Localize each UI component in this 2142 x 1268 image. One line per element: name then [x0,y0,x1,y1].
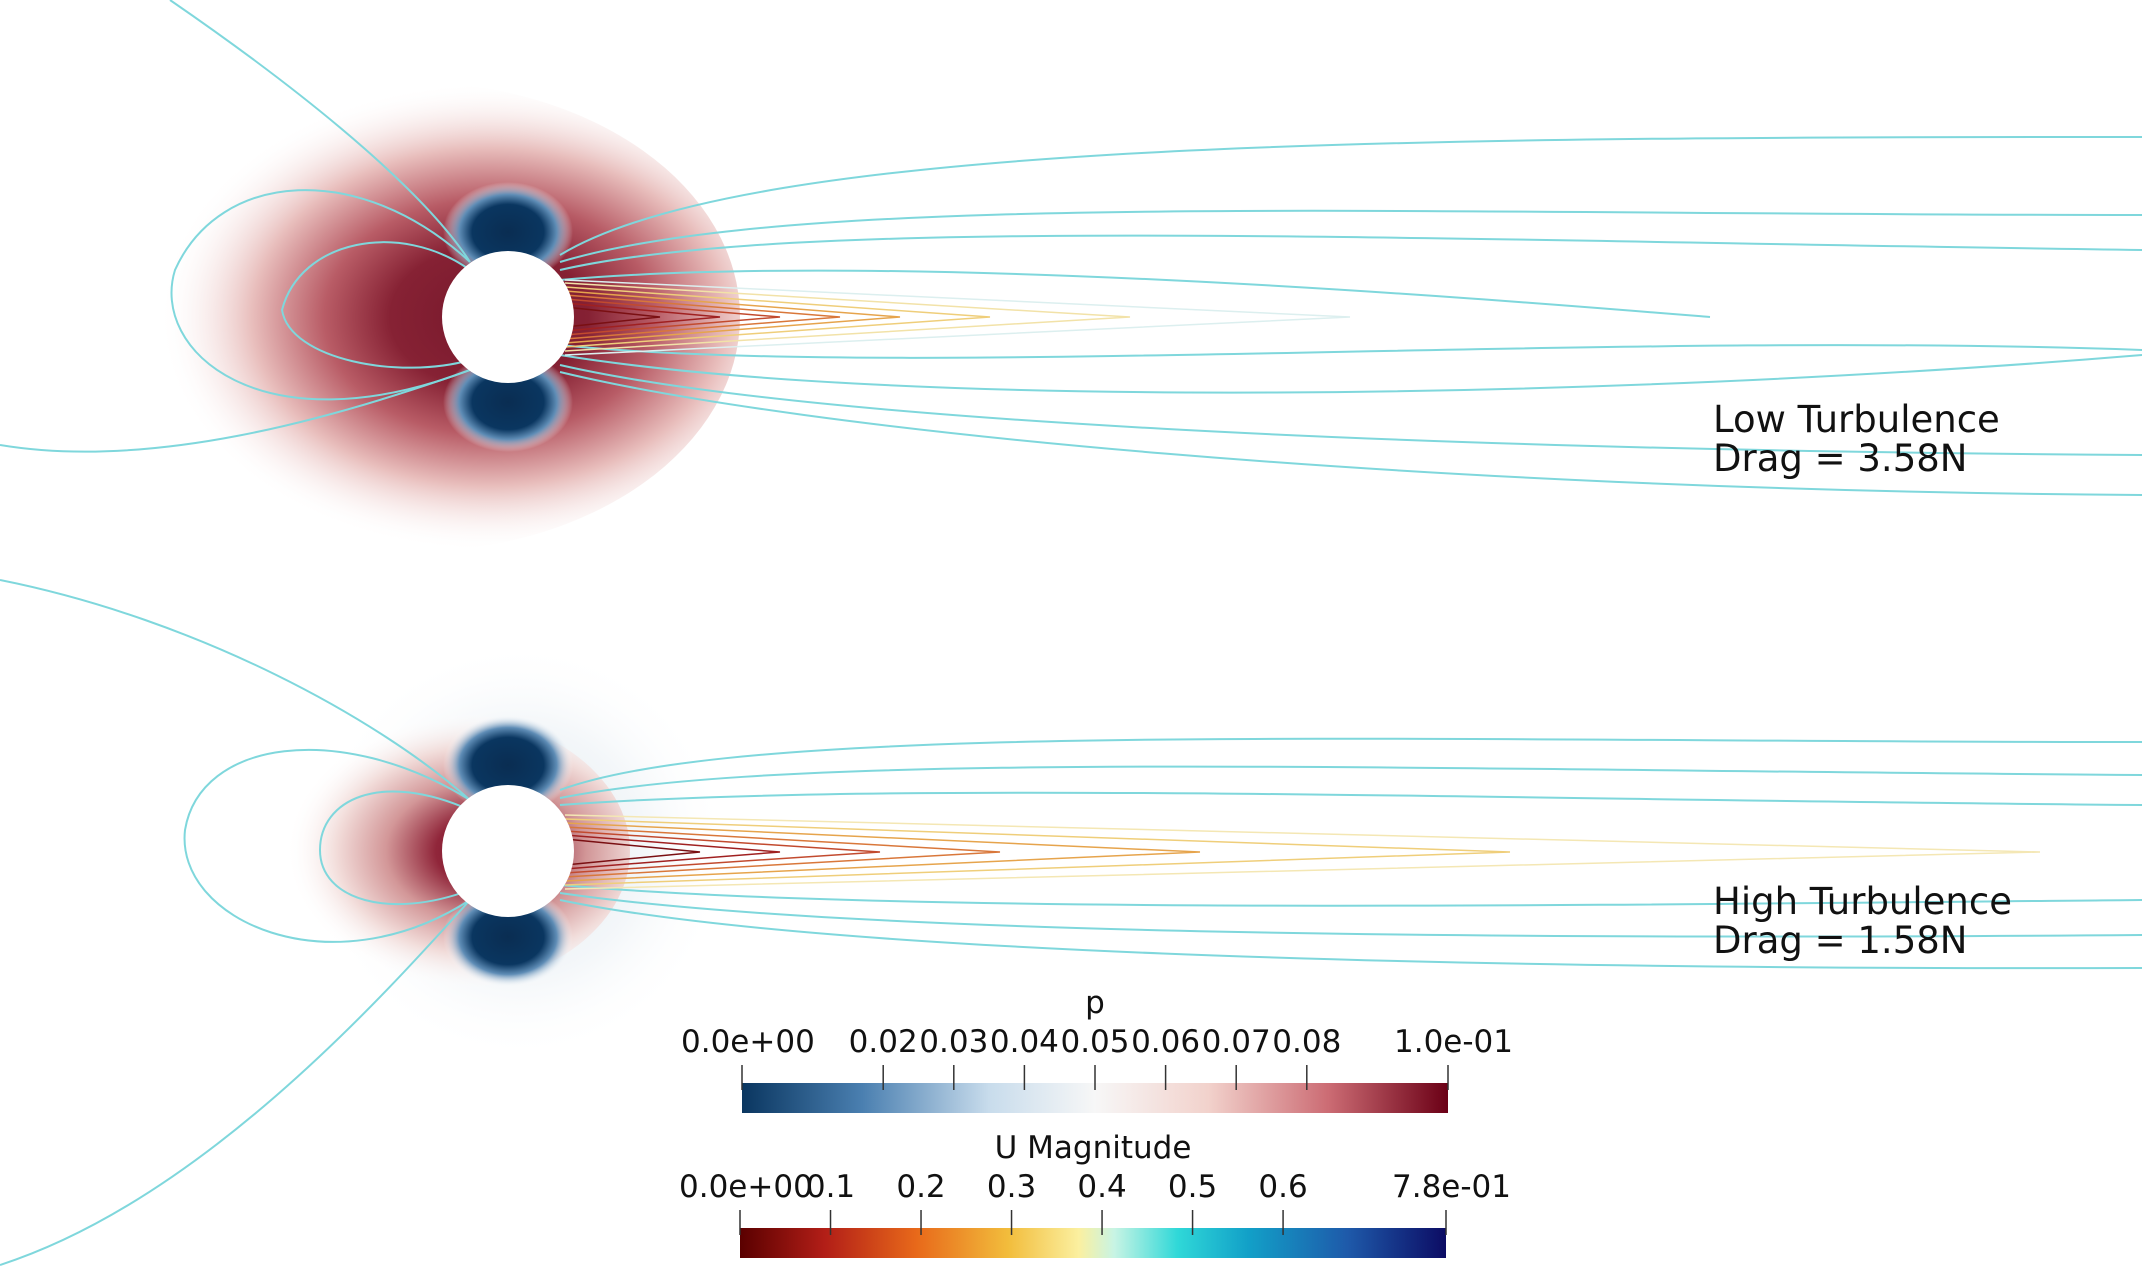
colorbar-u-tick-label: 0.2 [896,1169,946,1205]
colorbar-u-tick-label: 0.4 [1077,1169,1127,1205]
colorbar-u-ticks [739,1210,1447,1235]
cylinder-1 [442,251,574,383]
colorbar-u-min-label: 0.0e+00 [679,1169,813,1205]
drag-value: Drag = 1.58N [1713,919,1968,962]
case-name: High Turbulence [1713,880,2012,923]
colorbar-p-min-label: 0.0e+00 [681,1024,815,1060]
drag-value: Drag = 3.58N [1713,437,1968,480]
case-low-turbulence-field [0,0,2142,552]
colorbar-u-tick-label: 0.5 [1167,1169,1218,1205]
colorbar-u-tick-label: 0.6 [1258,1169,1308,1205]
colorbar-p-tick-label: 0.07 [1201,1024,1271,1060]
cylinder-2 [442,785,574,917]
case-label-low-turbulence: Low Turbulence Drag = 3.58N [1713,400,2000,478]
colorbar-p-max-label: 1.0e-01 [1394,1024,1514,1060]
colorbar-u-tick-label: 0.3 [986,1169,1037,1205]
colorbar-p-ticks [741,1065,1449,1090]
case-label-high-turbulence: High Turbulence Drag = 1.58N [1713,882,2012,960]
colorbar-p-tick-label: 0.08 [1272,1024,1342,1060]
colorbar-p-title: p [1085,985,1105,1021]
case-high-turbulence-field [0,579,2142,1266]
colorbar-p-tick-label: 0.03 [919,1024,989,1060]
colorbar-p-tick-label: 0.06 [1131,1024,1201,1060]
colorbar-u-title: U Magnitude [994,1130,1192,1166]
colorbar-u-tick-label: 0.1 [805,1169,856,1205]
colorbar-p-tick-label: 0.04 [989,1024,1059,1060]
colorbar-u-gradient [740,1228,1446,1258]
colorbar-u-max-label: 7.8e-01 [1392,1169,1512,1205]
case-name: Low Turbulence [1713,398,2000,441]
colorbar-p-tick-label: 0.05 [1060,1024,1130,1060]
colorbar-p-tick-label: 0.02 [848,1024,918,1060]
